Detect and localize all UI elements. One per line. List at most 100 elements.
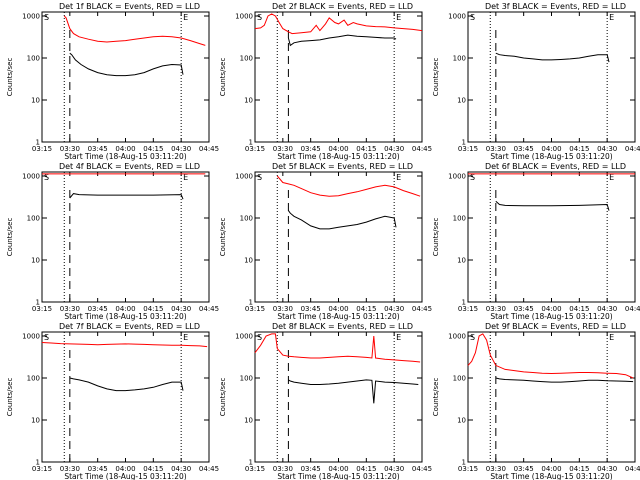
y-tick-label: 1 [249,139,253,147]
x-tick-label: 04:45 [199,145,219,153]
x-axis-label: Start Time (18-Aug-15 03:11:20) [277,312,399,321]
y-tick-label: 100 [453,215,466,223]
x-tick-label: 04:30 [384,465,404,473]
x-tick-label: 04:30 [384,305,404,313]
x-tick-label: 03:45 [301,305,321,313]
x-tick-label: 04:15 [356,465,376,473]
marker-e: E [183,173,188,182]
x-tick-label: 04:45 [199,465,219,473]
y-axis-label: Counts/sec [432,218,440,257]
y-tick-label: 10 [244,257,253,265]
x-tick-label: 03:15 [245,465,265,473]
x-tick-label: 04:15 [356,145,376,153]
chart-title: Det 8f BLACK = Events, RED = LLD [272,322,413,331]
x-tick-label: 04:15 [143,305,163,313]
y-axis-label: Counts/sec [432,58,440,97]
x-tick-label: 04:30 [171,465,191,473]
x-tick-label: 04:45 [625,145,640,153]
marker-e: E [609,13,614,22]
x-axis-label: Start Time (18-Aug-15 03:11:20) [64,312,186,321]
x-tick-label: 04:45 [412,145,432,153]
series-line-events [288,379,419,404]
y-tick-label: 1 [36,459,40,467]
marker-e: E [609,173,614,182]
series-line-lld [254,333,421,363]
series-line-events [287,34,397,47]
x-tick-label: 03:15 [32,465,52,473]
x-axis-label: Start Time (18-Aug-15 03:11:20) [490,312,612,321]
series-line-lld [63,15,206,46]
x-tick-label: 04:45 [412,305,432,313]
y-axis-label: Counts/sec [6,218,14,257]
x-tick-label: 04:00 [115,465,135,473]
y-axis-label: Counts/sec [432,378,440,417]
x-tick-label: 04:15 [356,305,376,313]
x-tick-label: 03:45 [301,465,321,473]
x-tick-label: 04:15 [569,145,589,153]
plot-frame [467,11,636,143]
marker-e: E [396,13,401,22]
x-tick-label: 04:00 [541,145,561,153]
y-tick-label: 100 [240,215,253,223]
y-tick-label: 100 [27,215,40,223]
plot-frame [467,331,636,463]
marker-s: S [44,13,49,22]
x-axis-label: Start Time (18-Aug-15 03:11:20) [277,152,399,161]
marker-e: E [183,13,188,22]
x-tick-label: 03:45 [88,305,108,313]
x-tick-label: 04:45 [625,305,640,313]
chart-panel: Det 1f BLACK = Events, RED = LLD Counts/s… [6,2,219,161]
x-tick-label: 03:30 [60,465,80,473]
chart-panel: Det 2f BLACK = Events, RED = LLD Counts/s… [219,2,432,161]
y-tick-label: 1000 [235,13,253,21]
y-tick-label: 100 [453,55,466,63]
chart-title: Det 1f BLACK = Events, RED = LLD [59,2,200,11]
x-tick-label: 03:15 [458,305,478,313]
y-tick-label: 100 [240,375,253,383]
y-tick-label: 10 [31,417,40,425]
y-tick-label: 10 [457,97,466,105]
y-tick-label: 1 [462,459,466,467]
x-tick-label: 03:45 [514,465,534,473]
x-tick-label: 03:30 [273,145,293,153]
x-tick-label: 04:15 [569,465,589,473]
series-line-events [69,377,184,392]
series-line-events [69,52,184,77]
x-tick-label: 04:15 [569,305,589,313]
y-tick-label: 1000 [448,13,466,21]
marker-s: S [470,13,475,22]
plot-frame [467,171,636,303]
x-tick-label: 04:00 [328,465,348,473]
chart-panel: Det 5f BLACK = Events, RED = LLD Counts/s… [219,162,432,321]
x-tick-label: 04:15 [143,465,163,473]
x-tick-label: 03:15 [32,145,52,153]
x-tick-label: 04:00 [541,465,561,473]
x-axis-label: Start Time (18-Aug-15 03:11:20) [64,152,186,161]
x-tick-label: 03:15 [32,305,52,313]
x-tick-label: 03:45 [514,145,534,153]
plot-frame [41,11,210,143]
marker-s: S [257,173,262,182]
chart-title: Det 5f BLACK = Events, RED = LLD [272,162,413,171]
y-axis-label: Counts/sec [219,218,227,257]
x-tick-label: 03:30 [273,305,293,313]
x-tick-label: 03:30 [273,465,293,473]
plot-frame [41,171,210,303]
x-tick-label: 04:45 [412,465,432,473]
x-tick-label: 04:45 [625,465,640,473]
x-tick-label: 04:00 [328,145,348,153]
y-tick-label: 10 [244,97,253,105]
x-tick-label: 04:30 [597,145,617,153]
y-tick-label: 1000 [22,13,40,21]
series-line-lld [41,342,208,348]
y-axis-label: Counts/sec [219,378,227,417]
y-axis-label: Counts/sec [6,378,14,417]
y-tick-label: 100 [27,55,40,63]
series-line-events [495,52,610,63]
chart-panel: Det 4f BLACK = Events, RED = LLD Counts/s… [6,162,219,321]
chart-title: Det 2f BLACK = Events, RED = LLD [272,2,413,11]
x-tick-label: 03:15 [458,145,478,153]
x-tick-label: 04:30 [171,145,191,153]
y-tick-label: 10 [31,97,40,105]
series-line-lld [467,333,634,379]
